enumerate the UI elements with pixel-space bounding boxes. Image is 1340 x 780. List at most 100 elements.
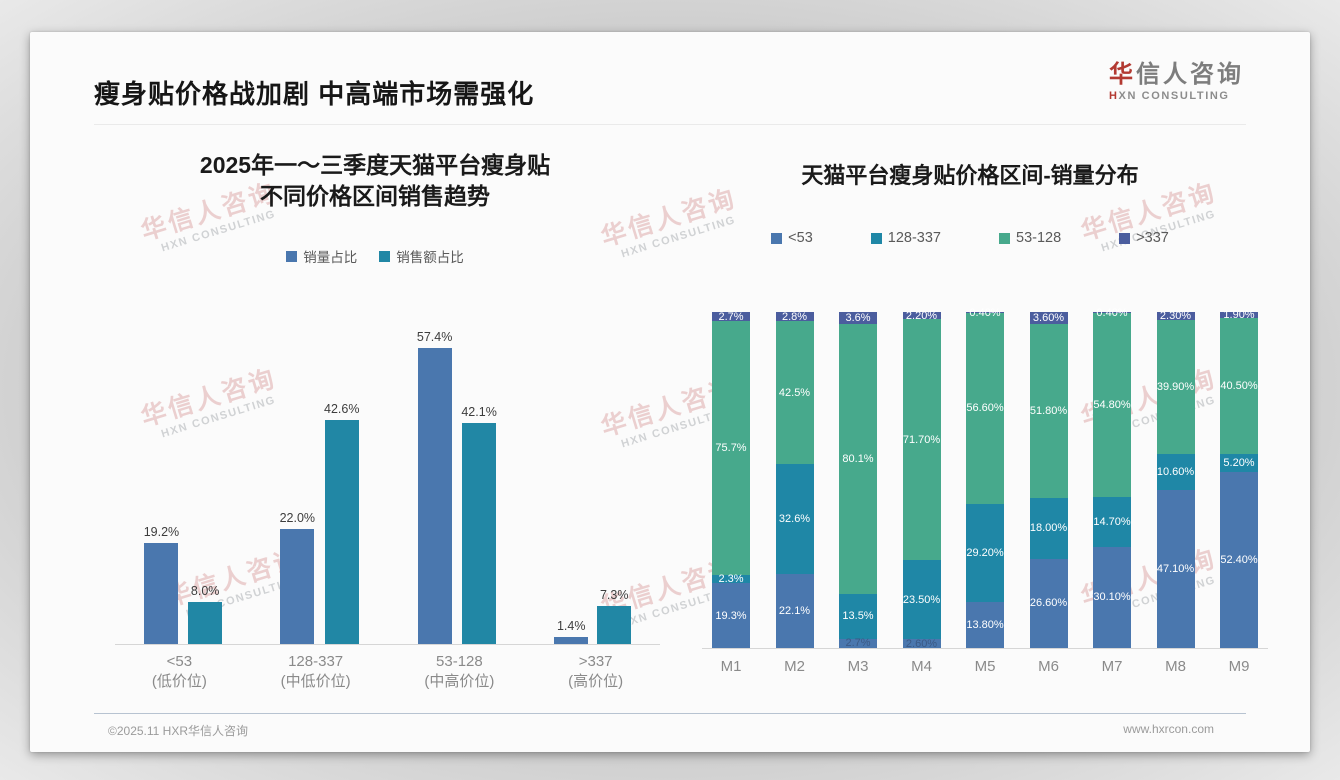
x-axis-label: M5 — [974, 658, 996, 675]
segment-value-label: 26.60% — [1029, 597, 1068, 610]
bar-value-label: 42.6% — [324, 402, 360, 417]
right-chart-title: 天猫平台瘦身贴价格区间-销量分布 — [801, 163, 1139, 188]
page-title: 瘦身贴价格战加剧 中高端市场需强化 — [94, 79, 535, 109]
segment-value-label: 39.90% — [1156, 381, 1195, 394]
bar-segment: 10.60% — [1156, 454, 1195, 490]
bar-segment: 54.80% — [1093, 313, 1131, 498]
bar: 42.1% — [461, 330, 497, 644]
segment-value-label: 0.40% — [969, 306, 1001, 319]
bar-segment: 13.5% — [839, 593, 877, 639]
bar-segment: 2.7% — [839, 637, 877, 650]
bar-segment: 40.50% — [1220, 318, 1258, 455]
x-axis-label: M8 — [1165, 658, 1186, 675]
segment-value-label: 13.5% — [842, 610, 874, 623]
bar-segment: 26.60% — [1029, 558, 1068, 648]
segment-value-label: 23.50% — [902, 593, 941, 606]
header-divider — [94, 124, 1246, 125]
bar: 7.3% — [597, 330, 632, 644]
bar-rect — [188, 602, 223, 644]
legend-swatch — [286, 250, 298, 262]
segment-value-label: 2.7% — [845, 637, 871, 650]
segment-value-label: 52.40% — [1220, 553, 1258, 566]
bar-segment: 2.20% — [902, 309, 941, 322]
bar-value-label: 57.4% — [416, 330, 453, 344]
bar-segment: 2.30% — [1156, 310, 1195, 323]
legend-swatch — [1119, 232, 1131, 244]
legend-swatch — [870, 232, 882, 244]
bar-segment: 19.3% — [712, 583, 750, 648]
x-axis-label: M4 — [911, 658, 932, 675]
x-axis-label: 128-337 (中低价位) — [281, 652, 351, 693]
legend-label: >337 — [1136, 230, 1169, 246]
right-chart-plot: 19.3% 2.3% 75.7% 2.7% 22.1% 32.6% 42.5% 2.8% 2.7… — [702, 307, 1268, 650]
x-axis-sublabel: (低价位) — [151, 673, 207, 691]
segment-value-label: 47.10% — [1156, 562, 1195, 575]
bar-segment: 2.7% — [712, 311, 750, 323]
segment-value-label: 1.90% — [1223, 309, 1255, 322]
segment-value-label: 2.60% — [905, 637, 938, 650]
segment-value-label: 71.70% — [902, 433, 941, 446]
x-axis-label: M6 — [1038, 658, 1059, 675]
bar-group: 22.0% 42.6% — [280, 330, 359, 644]
bar-segment: 52.40% — [1220, 471, 1258, 648]
logo-en: HXN CONSULTING — [1109, 90, 1230, 102]
legend-item: 128-337 — [870, 230, 941, 246]
bar-segment: 14.70% — [1093, 497, 1131, 547]
legend-item: 53-128 — [999, 230, 1061, 246]
slide: 华信人咨询 HXN CONSULTING 华信人咨询 HXN CONSULTING … — [30, 32, 1310, 752]
bar-rect — [462, 423, 497, 644]
legend-item: 销量占比 — [286, 246, 357, 266]
segment-value-label: 14.70% — [1093, 516, 1131, 529]
right-chart-xaxis: M1 M2 M3 M4 M5 M6 M7 M8 M9 — [702, 658, 1268, 675]
bar-segment: 5.20% — [1220, 454, 1258, 472]
legend-item: <53 — [771, 230, 813, 246]
segment-value-label: 2.30% — [1159, 310, 1192, 323]
left-chart-plot: 19.2% 8.0% 22.0% 42.6% 57.4% 42.1% 1.4% 7.3% — [115, 330, 660, 645]
legend-swatch — [771, 232, 783, 244]
segment-value-label: 19.3% — [715, 609, 747, 622]
bar-segment: 0.40% — [966, 307, 1004, 319]
segment-value-label: 2.20% — [905, 309, 938, 322]
left-chart-legend: 销量占比 销售额占比 — [85, 246, 665, 266]
stacked-bar: 2.60% 23.50% 71.70% 2.20% — [902, 309, 941, 650]
legend-swatch — [379, 250, 391, 262]
legend-label: 53-128 — [1016, 230, 1062, 246]
x-axis-label: >337 (高价位) — [568, 652, 623, 693]
bar: 42.6% — [324, 330, 359, 644]
segment-value-label: 75.7% — [715, 442, 747, 455]
segment-value-label: 13.80% — [966, 618, 1004, 631]
bar-segment: 13.80% — [966, 601, 1004, 648]
bar-value-label: 22.0% — [279, 510, 316, 525]
segment-value-label: 18.00% — [1029, 522, 1068, 535]
bar-segment: 2.60% — [902, 637, 941, 650]
x-axis-label: M1 — [720, 658, 742, 675]
legend-swatch — [999, 232, 1010, 244]
bar-segment: 32.6% — [775, 464, 814, 574]
x-axis-label: M7 — [1101, 658, 1123, 675]
bar-value-label: 8.0% — [190, 584, 220, 598]
bar-segment: 3.60% — [1029, 312, 1068, 325]
bar-segment: 42.5% — [775, 321, 814, 465]
segment-value-label: 32.6% — [778, 512, 811, 525]
bar-segment: 80.1% — [839, 324, 877, 594]
x-axis-sublabel: (中低价位) — [280, 673, 351, 691]
x-axis-sublabel: (中高价位) — [424, 673, 495, 691]
footer-divider — [94, 713, 1246, 714]
bar-segment: 51.80% — [1029, 324, 1068, 499]
bar: 1.4% — [554, 330, 589, 644]
legend-item: >337 — [1119, 230, 1169, 246]
bar-segment: 75.7% — [712, 321, 750, 576]
bar-rect — [144, 543, 179, 644]
footer-website: www.hxrcon.com — [1123, 722, 1214, 736]
segment-value-label: 30.10% — [1093, 591, 1131, 604]
left-chart-title: 2025年一～三季度天猫平台瘦身贴 不同价格区间销售趋势 — [199, 152, 551, 210]
x-axis-label: M2 — [784, 658, 805, 675]
right-chart-legend: <53 128-337 53-128 >337 — [670, 230, 1270, 246]
company-logo: 华信人咨询 HXN CONSULTING — [1109, 54, 1244, 102]
bar-segment: 2.8% — [775, 311, 814, 323]
bar-rect — [324, 420, 359, 644]
bar: 22.0% — [280, 330, 315, 644]
segment-value-label: 3.6% — [845, 312, 871, 325]
bar-segment: 71.70% — [902, 319, 941, 561]
segment-value-label: 40.50% — [1220, 380, 1258, 393]
